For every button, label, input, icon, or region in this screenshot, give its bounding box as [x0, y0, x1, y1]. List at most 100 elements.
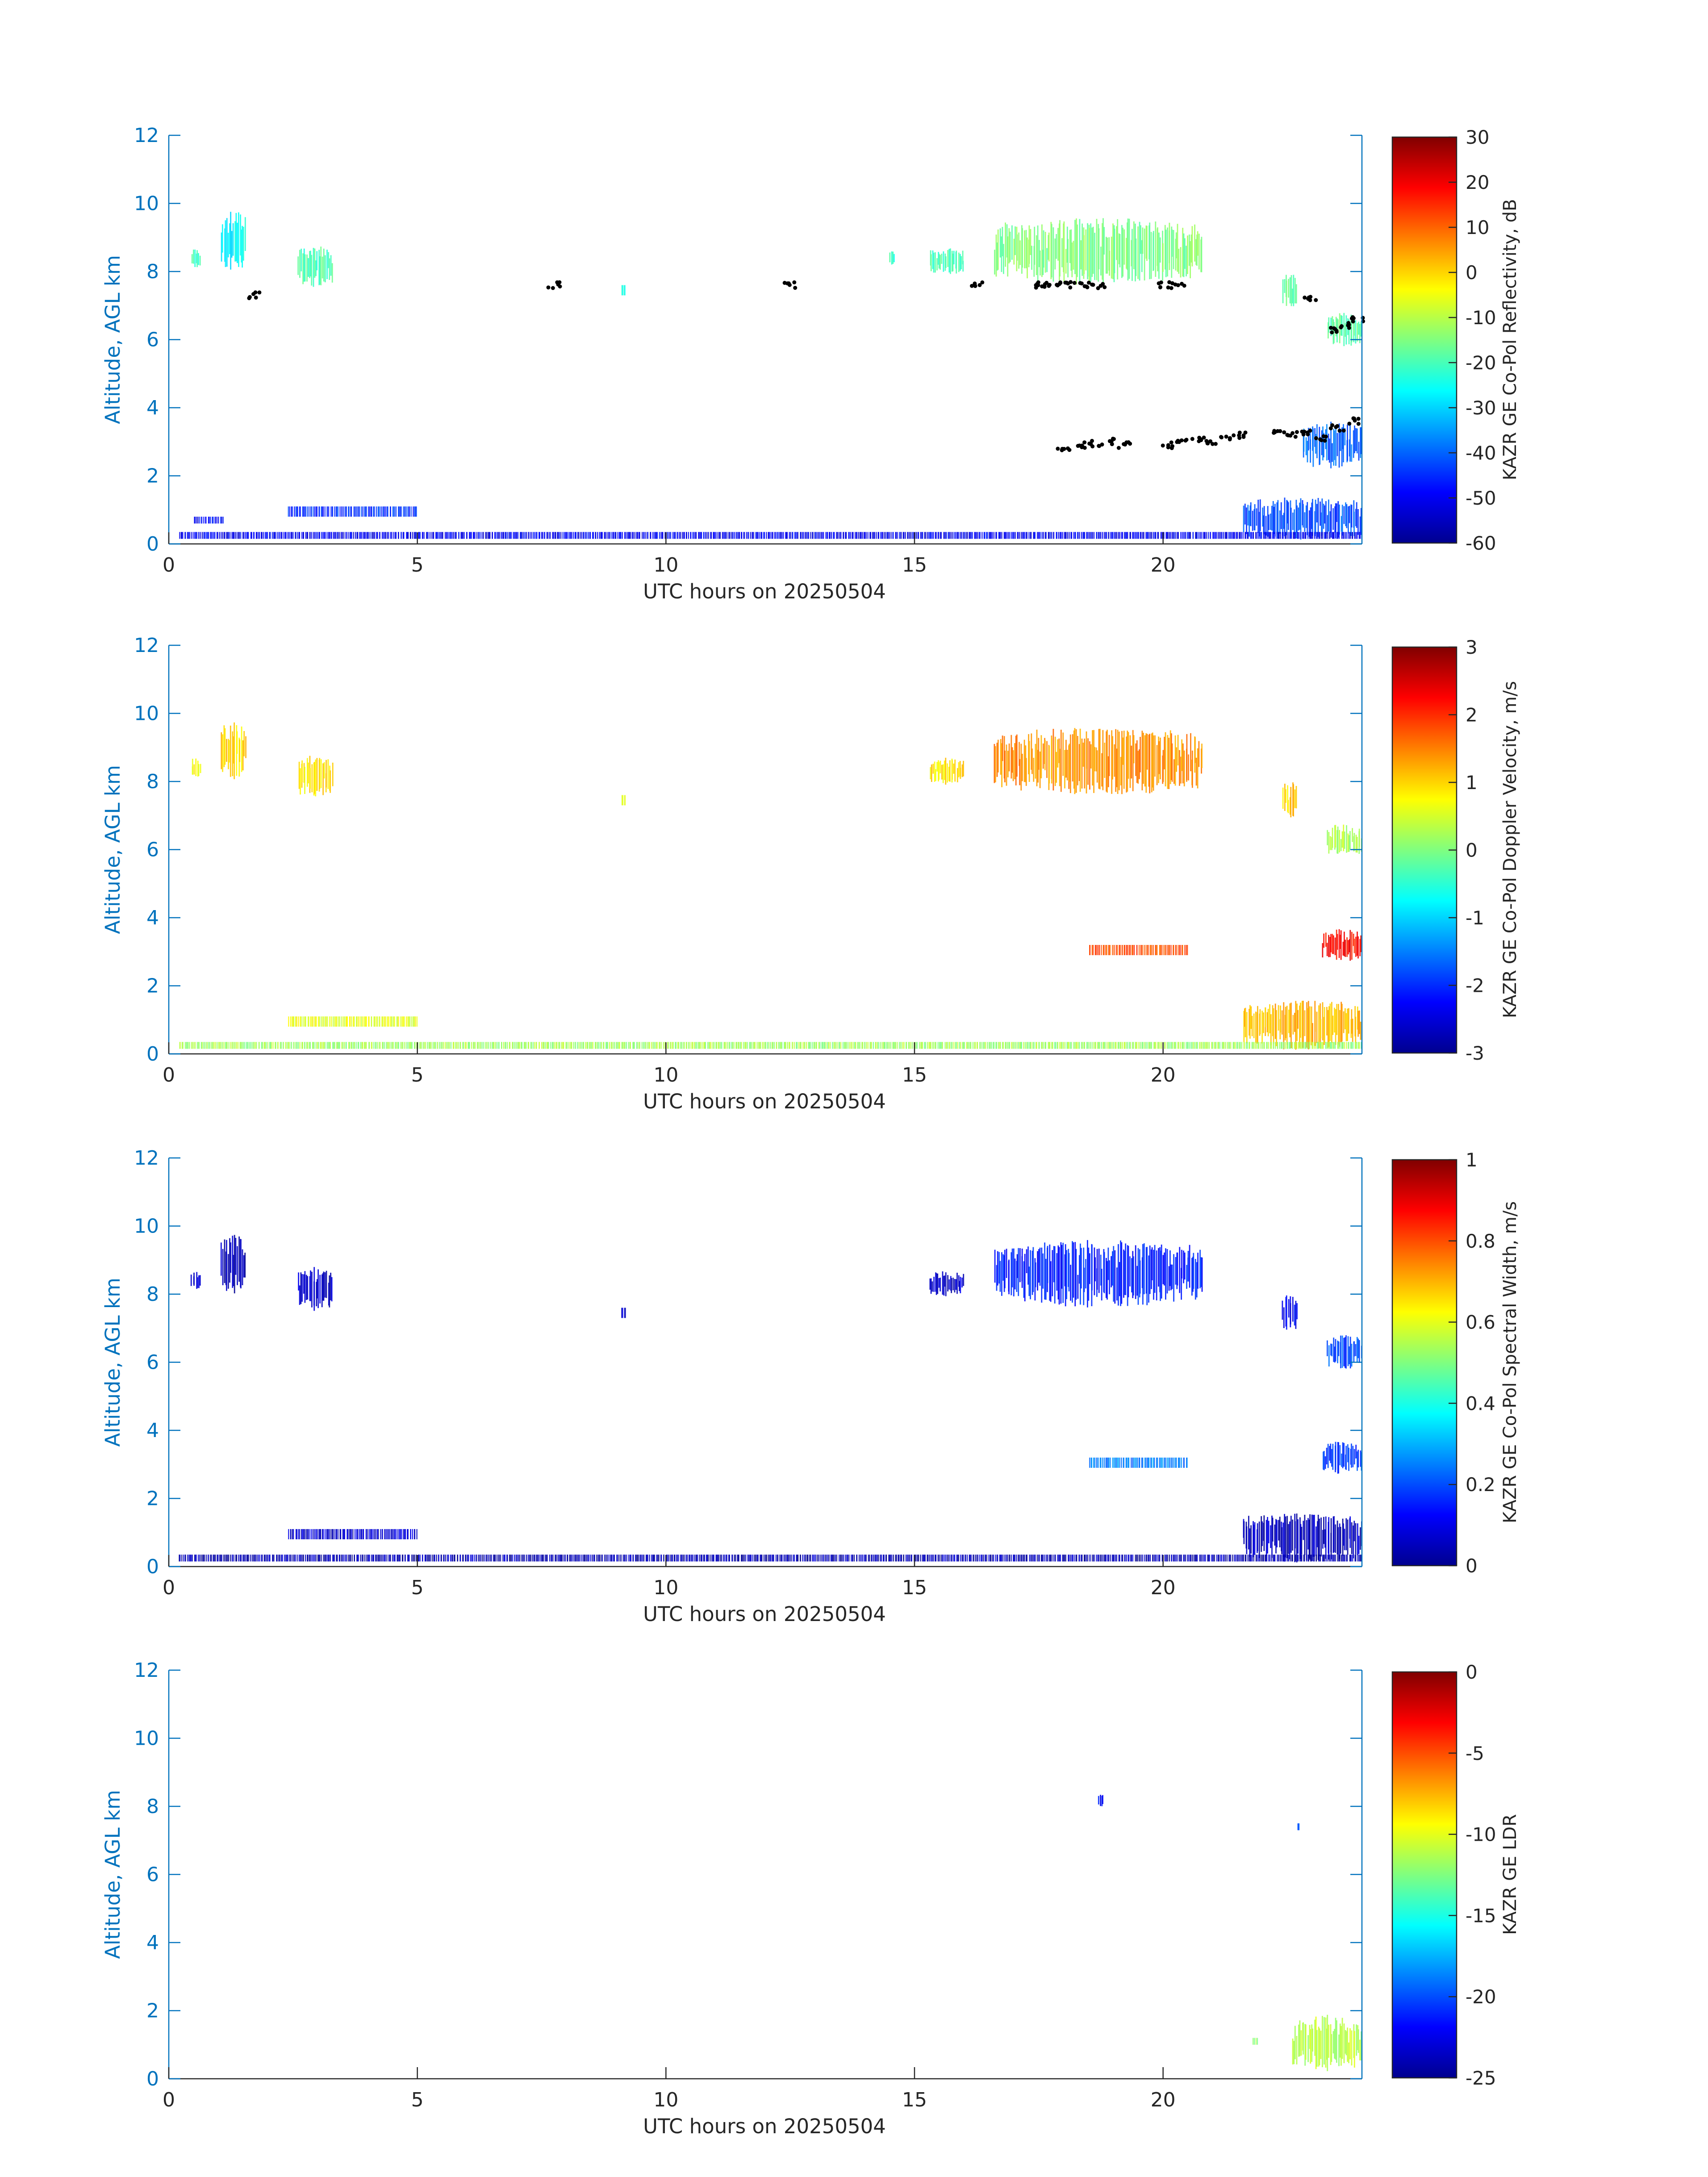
marker-layer [247, 280, 1366, 452]
marker-point [1098, 284, 1103, 288]
echo-region-7 [994, 218, 1203, 285]
marker-point [1087, 280, 1091, 285]
colorbar-label: KAZR GE Co-Pol Reflectivity, dB [1500, 199, 1520, 481]
x-tick-label: 5 [411, 1064, 424, 1086]
echo-region-3 [298, 756, 334, 797]
colorbar: -60 -50 -40 -30 -20 -10 0 10 20 30 KAZR GE Co-Pol … [1391, 126, 1520, 554]
marker-point [1096, 286, 1100, 290]
colorbar-tick-label: -30 [1466, 397, 1496, 419]
y-tick-label: 0 [146, 2068, 159, 2090]
marker-point [1169, 286, 1173, 290]
marker-point [1314, 298, 1318, 302]
marker-point [1111, 437, 1116, 441]
marker-point [1173, 282, 1178, 287]
colorbar-tick-label: -2 [1466, 975, 1484, 997]
marker-point [1166, 443, 1170, 447]
marker-point [1078, 281, 1082, 285]
y-tick-label: 2 [146, 1488, 159, 1510]
marker-point [1330, 423, 1334, 427]
y-tick-label: 12 [134, 1147, 159, 1170]
y-tick-label: 8 [146, 1795, 159, 1818]
marker-point [1208, 439, 1213, 443]
y-tick-label: 10 [134, 702, 159, 725]
y-tick-label: 6 [146, 1351, 159, 1374]
y-tick-label: 10 [134, 192, 159, 215]
y-tick-label: 12 [134, 124, 159, 147]
marker-point [247, 295, 252, 299]
marker-point [1272, 429, 1277, 433]
echo-region-8 [1282, 275, 1297, 306]
colorbar-tick-label: -10 [1466, 1824, 1496, 1846]
y-tick-label: 8 [146, 1283, 159, 1306]
x-tick-label: 15 [902, 1064, 927, 1086]
colorbar: -25 -20 -15 -10 -5 0 KAZR GE LDR [1391, 1661, 1520, 2089]
colorbar-tick-label: 20 [1466, 171, 1489, 193]
marker-point [1318, 437, 1322, 442]
echo-region-13 [288, 1016, 418, 1027]
y-tick-label: 0 [146, 1555, 159, 1578]
marker-point [251, 292, 255, 296]
colorbar-tick-label: -1 [1466, 907, 1484, 929]
x-tick-label: 0 [163, 1064, 175, 1086]
colorbar-tick-label: -20 [1466, 352, 1496, 374]
echo-region-11 [1243, 497, 1362, 540]
echo-region-9 [1089, 945, 1188, 955]
x-tick-label: 20 [1151, 2089, 1176, 2111]
echo-region-4 [1253, 2038, 1258, 2045]
marker-point [1166, 285, 1170, 290]
y-axis-label: Altitude, AGL km [101, 765, 125, 934]
echo-region-10 [1303, 422, 1362, 468]
x-tick-label: 20 [1151, 1576, 1176, 1599]
echo-region-2 [1297, 1823, 1300, 1830]
echo-region-10 [1323, 1442, 1362, 1474]
marker-point [1285, 433, 1290, 437]
y-axis-label: Altitude, AGL km [101, 1278, 125, 1447]
marker-point [1087, 441, 1092, 446]
colorbar-tick-label: 0.4 [1466, 1392, 1495, 1414]
marker-point [1128, 442, 1132, 446]
y-tick-label: 4 [146, 907, 159, 929]
colorbar-tick-label: -5 [1466, 1742, 1484, 1764]
echo-region-1 [191, 249, 201, 267]
marker-point [1351, 319, 1355, 324]
echo-region-5 [889, 251, 895, 265]
echo-region-1 [1098, 1795, 1103, 1806]
marker-point [1107, 439, 1112, 443]
colorbar-gradient [1391, 136, 1457, 544]
marker-point [1167, 280, 1172, 284]
marker-point [1124, 440, 1129, 445]
marker-point [1205, 441, 1210, 446]
marker-point [1334, 329, 1339, 333]
x-tick-label: 5 [411, 1576, 424, 1599]
marker-point [1308, 295, 1313, 299]
marker-point [1303, 295, 1307, 300]
marker-point [1347, 422, 1352, 426]
marker-point [1224, 435, 1228, 439]
colorbar-label: KAZR GE Co-Pol Doppler Velocity, m/s [1500, 681, 1520, 1018]
marker-point [1100, 442, 1104, 447]
marker-point [1176, 439, 1180, 443]
echo-region-13 [194, 517, 224, 524]
x-tick-label: 10 [653, 1576, 678, 1599]
marker-point [1082, 284, 1087, 288]
marker-point [1211, 442, 1215, 446]
y-tick-label: 8 [146, 770, 159, 793]
marker-point [1159, 280, 1163, 284]
y-tick-label: 4 [146, 1419, 159, 1442]
marker-point [792, 280, 797, 284]
marker-point [1080, 445, 1084, 449]
y-tick-label: 0 [146, 533, 159, 556]
y-axis-label: Altitude, AGL km [101, 255, 125, 424]
x-axis-label: UTC hours on 20250504 [643, 1602, 886, 1626]
marker-point [1228, 436, 1232, 440]
marker-point [1324, 435, 1328, 439]
marker-point [1190, 437, 1194, 441]
echo-region-1 [190, 1272, 201, 1289]
x-tick-label: 10 [653, 554, 678, 577]
marker-point [1293, 435, 1298, 439]
marker-point [1237, 436, 1242, 440]
y-axis-label: Altitude, AGL km [101, 1790, 125, 1959]
echo-region-2 [220, 1235, 246, 1294]
echo-layer [179, 722, 1362, 1050]
echo-region-1 [192, 758, 201, 777]
